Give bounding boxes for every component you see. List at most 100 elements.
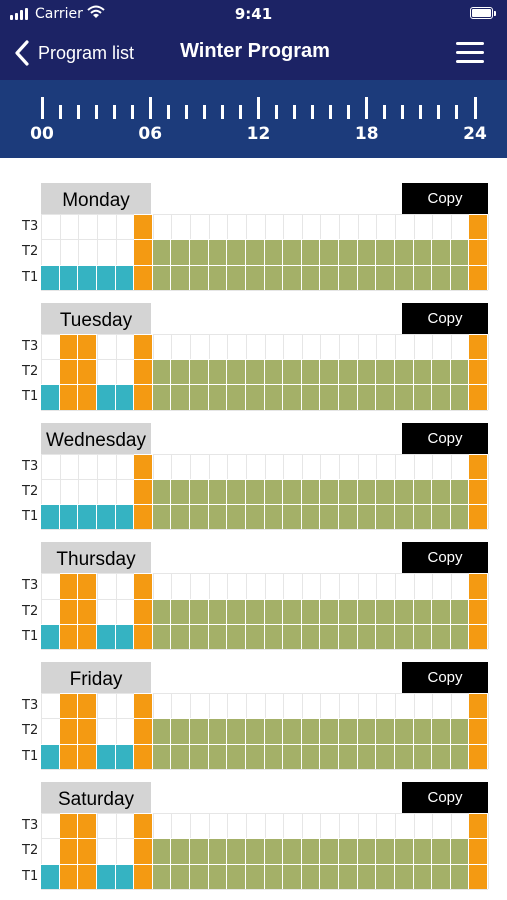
schedule-cell[interactable] <box>478 813 488 839</box>
schedule-cell[interactable] <box>413 598 423 624</box>
schedule-cell[interactable] <box>227 359 237 385</box>
schedule-cell[interactable] <box>376 264 386 290</box>
schedule-cell[interactable] <box>469 598 479 624</box>
schedule-cell[interactable] <box>366 863 377 889</box>
schedule-cell[interactable] <box>329 359 339 385</box>
schedule-cell[interactable] <box>385 239 395 265</box>
schedule-cell[interactable] <box>255 743 265 770</box>
schedule-cell[interactable] <box>404 863 414 889</box>
schedule-cell[interactable] <box>162 623 172 650</box>
schedule-cell[interactable] <box>190 359 200 385</box>
schedule-cell[interactable] <box>264 743 274 770</box>
schedule-cell[interactable] <box>450 718 461 744</box>
schedule-cell[interactable] <box>152 239 163 265</box>
schedule-cell[interactable] <box>366 384 377 410</box>
schedule-cell[interactable] <box>301 623 312 650</box>
schedule-cell[interactable] <box>162 863 172 889</box>
schedule-cell[interactable] <box>478 598 488 624</box>
schedule-cell[interactable] <box>311 598 321 624</box>
schedule-cell[interactable] <box>68 623 79 650</box>
schedule-cell[interactable] <box>217 264 228 290</box>
schedule-cell[interactable] <box>469 384 479 410</box>
schedule-cell[interactable] <box>329 384 339 410</box>
schedule-cell[interactable] <box>87 333 97 360</box>
schedule-cell[interactable] <box>469 838 479 864</box>
schedule-cell[interactable] <box>478 573 488 599</box>
schedule-cell[interactable] <box>245 504 256 530</box>
schedule-cell[interactable] <box>394 863 405 889</box>
schedule-cell[interactable] <box>78 598 88 624</box>
schedule-cell[interactable] <box>469 813 479 839</box>
schedule-cell[interactable] <box>152 718 163 744</box>
hamburger-menu-icon[interactable] <box>456 40 484 66</box>
schedule-cell[interactable] <box>59 623 69 650</box>
schedule-cell[interactable] <box>478 384 488 410</box>
schedule-cell[interactable] <box>171 384 181 410</box>
schedule-cell[interactable] <box>413 239 423 265</box>
schedule-cell[interactable] <box>432 743 442 770</box>
schedule-cell[interactable] <box>385 264 395 290</box>
schedule-cell[interactable] <box>283 863 293 889</box>
schedule-cell[interactable] <box>404 384 414 410</box>
schedule-cell[interactable] <box>292 838 302 864</box>
schedule-cell[interactable] <box>311 718 321 744</box>
schedule-cell[interactable] <box>236 239 246 265</box>
schedule-cell[interactable] <box>50 623 60 650</box>
schedule-cell[interactable] <box>469 214 479 240</box>
schedule-cell[interactable] <box>236 504 246 530</box>
schedule-cell[interactable] <box>283 384 293 410</box>
schedule-cell[interactable] <box>68 504 79 530</box>
schedule-cell[interactable] <box>376 384 386 410</box>
schedule-cell[interactable] <box>273 863 284 889</box>
schedule-cell[interactable] <box>469 239 479 265</box>
schedule-cell[interactable] <box>180 598 190 624</box>
schedule-cell[interactable] <box>394 598 405 624</box>
schedule-cell[interactable] <box>180 478 190 505</box>
schedule-cell[interactable] <box>357 359 367 385</box>
schedule-cell[interactable] <box>124 384 135 410</box>
schedule-cell[interactable] <box>394 718 405 744</box>
schedule-cell[interactable] <box>366 743 377 770</box>
schedule-cell[interactable] <box>134 453 144 479</box>
schedule-cell[interactable] <box>217 239 228 265</box>
schedule-cell[interactable] <box>311 623 321 650</box>
schedule-cell[interactable] <box>96 743 107 770</box>
schedule-cell[interactable] <box>450 863 461 889</box>
schedule-cell[interactable] <box>301 718 312 744</box>
schedule-cell[interactable] <box>432 718 442 744</box>
schedule-cell[interactable] <box>450 743 461 770</box>
schedule-cell[interactable] <box>478 453 488 479</box>
schedule-cell[interactable] <box>311 239 321 265</box>
schedule-cell[interactable] <box>469 478 479 505</box>
schedule-cell[interactable] <box>217 504 228 530</box>
schedule-cell[interactable] <box>217 623 228 650</box>
schedule-cell[interactable] <box>422 359 433 385</box>
schedule-cell[interactable] <box>162 718 172 744</box>
schedule-cell[interactable] <box>432 598 442 624</box>
schedule-cell[interactable] <box>320 384 330 410</box>
schedule-cell[interactable] <box>124 264 135 290</box>
copy-button[interactable]: Copy <box>402 782 488 813</box>
schedule-cell[interactable] <box>208 863 218 889</box>
schedule-cell[interactable] <box>124 623 135 650</box>
schedule-cell[interactable] <box>292 718 302 744</box>
schedule-cell[interactable] <box>422 838 433 864</box>
schedule-cell[interactable] <box>180 743 190 770</box>
schedule-cell[interactable] <box>283 598 293 624</box>
schedule-cell[interactable] <box>441 623 451 650</box>
schedule-cell[interactable] <box>41 863 51 889</box>
schedule-cell[interactable] <box>311 863 321 889</box>
schedule-cell[interactable] <box>208 504 218 530</box>
schedule-cell[interactable] <box>134 384 144 410</box>
schedule-cell[interactable] <box>134 573 144 599</box>
schedule-cell[interactable] <box>227 478 237 505</box>
schedule-cell[interactable] <box>264 718 274 744</box>
schedule-cell[interactable] <box>236 598 246 624</box>
schedule-cell[interactable] <box>87 863 97 889</box>
schedule-cell[interactable] <box>208 359 218 385</box>
schedule-cell[interactable] <box>245 478 256 505</box>
schedule-cell[interactable] <box>339 838 349 864</box>
schedule-cell[interactable] <box>264 359 274 385</box>
schedule-cell[interactable] <box>422 239 433 265</box>
schedule-cell[interactable] <box>413 623 423 650</box>
